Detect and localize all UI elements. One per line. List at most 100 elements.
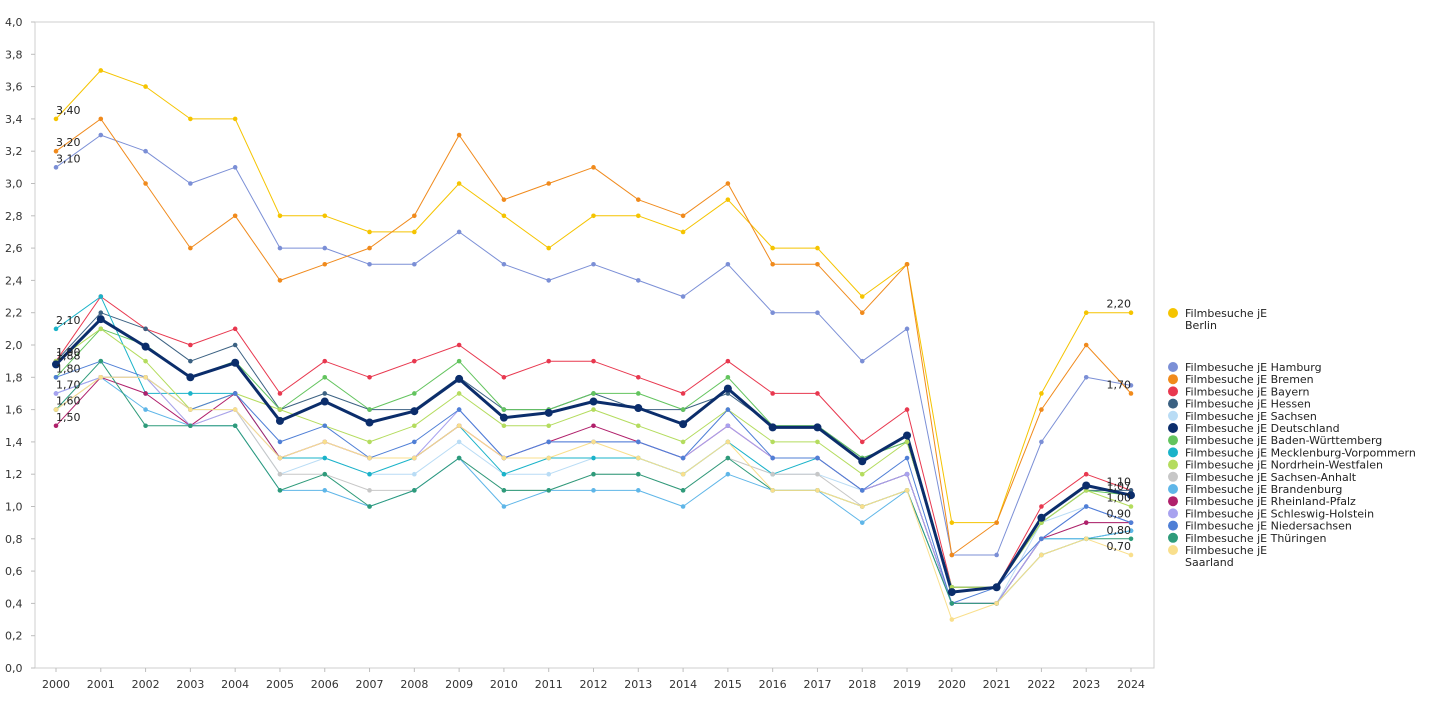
data-point: [591, 391, 596, 396]
data-point: [815, 245, 820, 251]
legend-swatch: [1168, 532, 1178, 543]
legend-label: Filmbesuche jE Bayern: [1185, 385, 1309, 398]
data-point: [1128, 520, 1134, 525]
data-point: [367, 375, 372, 380]
legend-item[interactable]: Filmbesuche jE Mecklenburg-Vorpommern: [1168, 446, 1416, 459]
data-point: [859, 294, 865, 299]
data-point: [232, 407, 238, 412]
data-point: [1039, 391, 1044, 396]
data-point: [904, 455, 910, 461]
x-tick-label: 2012: [580, 678, 608, 691]
legend-item[interactable]: Filmbesuche jE Bayern: [1168, 385, 1309, 398]
data-point: [367, 261, 372, 267]
data-point: [456, 229, 462, 235]
legend-label: Filmbesuche jE Rheinland-Pfalz: [1185, 495, 1356, 508]
data-point: [591, 423, 596, 429]
data-point: [322, 245, 328, 251]
x-tick-label: 2006: [311, 678, 339, 691]
legend-label: Filmbesuche jE Baden-Württemberg: [1185, 434, 1382, 447]
data-point: [412, 439, 417, 445]
legend-swatch: [1168, 435, 1178, 446]
data-point: [591, 471, 596, 477]
data-point: [591, 407, 596, 412]
legend-label: Filmbesuche jE: [1185, 544, 1267, 557]
legend-item[interactable]: Filmbesuche jE Hamburg: [1168, 361, 1322, 374]
data-point: [635, 375, 641, 380]
data-point: [994, 601, 999, 606]
data-point: [1037, 513, 1046, 522]
y-tick-label: 4,0: [5, 16, 23, 29]
data-point: [367, 471, 372, 477]
data-point: [589, 397, 598, 406]
data-point: [544, 408, 553, 417]
x-tick-label: 2011: [535, 678, 563, 691]
x-tick-label: 2022: [1027, 678, 1055, 691]
legend-item[interactable]: Filmbesuche jE Sachsen: [1168, 410, 1317, 423]
data-label: 2,20: [1107, 298, 1132, 311]
data-point: [591, 455, 596, 461]
data-point: [143, 84, 148, 89]
legend-item[interactable]: Filmbesuche jE Baden-Württemberg: [1168, 434, 1382, 447]
legend-item[interactable]: Filmbesuche jE Deutschland: [1168, 422, 1340, 435]
legend-item[interactable]: Filmbesuche jE Sachsen-Anhalt: [1168, 471, 1357, 484]
y-tick-label: 2,6: [5, 242, 23, 255]
legend-item[interactable]: Filmbesuche jE Rheinland-Pfalz: [1168, 495, 1356, 508]
data-point: [1083, 536, 1089, 542]
data-point: [186, 373, 195, 382]
data-point: [725, 423, 731, 429]
data-point: [277, 455, 283, 461]
data-point: [412, 213, 417, 219]
data-point: [53, 326, 59, 332]
data-point: [815, 261, 820, 267]
legend-item[interactable]: Filmbesuche jE Nordrhein-Westfalen: [1168, 459, 1383, 472]
data-point: [412, 358, 417, 364]
data-point: [322, 455, 328, 461]
x-tick-label: 2004: [221, 678, 249, 691]
data-point: [98, 294, 104, 299]
data-point: [1083, 520, 1089, 525]
legend-item[interactable]: Filmbesuche jE Schleswig-Holstein: [1168, 507, 1374, 520]
legend-item[interactable]: Filmbesuche jE Hessen: [1168, 398, 1311, 411]
data-point: [499, 413, 508, 422]
data-point: [815, 488, 820, 493]
data-point: [859, 504, 865, 509]
data-labels: 3,40 3,20 3,10 2,10 1,901,881,80 1,70 1,60 1,50…: [56, 104, 1131, 553]
data-point: [98, 116, 104, 122]
data-point: [367, 229, 372, 235]
data-point: [591, 213, 596, 219]
data-point: [98, 375, 104, 380]
data-label: 1,80: [56, 362, 81, 375]
x-tick-label: 2023: [1072, 678, 1100, 691]
data-point: [815, 391, 820, 396]
data-point: [277, 488, 283, 493]
legend-item[interactable]: Filmbesuche jE Niedersachsen: [1168, 520, 1352, 533]
data-point: [994, 552, 999, 558]
x-tick-label: 2013: [624, 678, 652, 691]
data-point: [188, 245, 193, 251]
y-tick-label: 1,6: [5, 404, 23, 417]
data-point: [143, 407, 148, 412]
data-point: [412, 423, 417, 429]
y-tick-label: 2,4: [5, 274, 23, 287]
legend-label: Filmbesuche jE Nordrhein-Westfalen: [1185, 459, 1383, 472]
data-point: [456, 342, 462, 348]
legend-item[interactable]: Filmbesuche jE Brandenburg: [1168, 483, 1342, 496]
legend-swatch: [1168, 362, 1178, 372]
x-tick-label: 2005: [266, 678, 294, 691]
data-point: [456, 181, 462, 186]
data-point: [322, 375, 328, 380]
legend-item[interactable]: Filmbesuche jE Thüringen: [1168, 532, 1327, 545]
legend-label: Saarland: [1185, 556, 1234, 569]
data-point: [723, 384, 732, 393]
legend-item[interactable]: Filmbesuche jE Bremen: [1168, 373, 1314, 386]
data-point: [322, 439, 328, 445]
y-tick-label: 1,0: [5, 501, 23, 514]
data-point: [1128, 536, 1134, 542]
y-tick-label: 1,2: [5, 468, 23, 481]
data-point: [96, 315, 105, 324]
data-point: [680, 488, 686, 493]
x-tick-label: 2017: [803, 678, 831, 691]
